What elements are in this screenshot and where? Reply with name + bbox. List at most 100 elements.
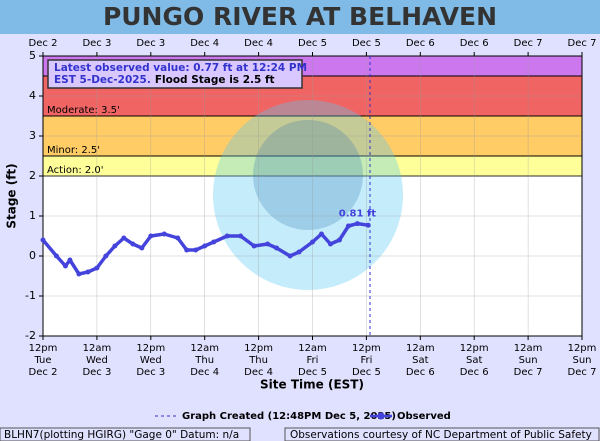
data-point	[67, 257, 73, 263]
y-tick-label: 4	[29, 89, 36, 102]
data-point	[62, 263, 68, 269]
data-point	[224, 233, 230, 239]
data-point	[112, 243, 118, 249]
data-point	[296, 249, 302, 255]
data-point	[121, 235, 127, 241]
x-tick-label: Tue	[33, 355, 51, 366]
data-point	[161, 231, 167, 237]
x-tick-label: Thu	[248, 355, 268, 366]
y-axis-label: Stage (ft)	[5, 163, 19, 228]
x2-tick-label: Dec 5	[298, 38, 327, 49]
x-tick-label: 12am	[298, 343, 327, 354]
data-point	[130, 241, 136, 247]
x-tick-label: Fri	[307, 355, 319, 366]
footer-left: BLHN7(plotting HGIRG) "Gage 0" Datum: n/…	[4, 429, 239, 441]
x2-tick-label: Dec 2	[29, 38, 58, 49]
x2-tick-label: Dec 6	[406, 38, 435, 49]
y-tick-label: 3	[29, 129, 36, 142]
y-tick-label: 5	[29, 49, 36, 62]
x2-tick-label: Dec 4	[244, 38, 273, 49]
x-tick-label: Wed	[140, 355, 162, 366]
data-point	[53, 253, 59, 259]
x-tick-label: 12am	[406, 343, 435, 354]
x2-tick-label: Dec 3	[82, 38, 111, 49]
data-point	[354, 221, 360, 227]
data-point	[202, 243, 208, 249]
x-tick-label: Sun	[572, 355, 591, 366]
x-tick-label: Sat	[466, 355, 482, 366]
data-point	[238, 233, 244, 239]
data-point	[175, 235, 181, 241]
x-tick-label: 12pm	[244, 343, 273, 354]
data-point	[365, 222, 371, 228]
x-tick-label: Dec 5	[352, 367, 381, 378]
x2-tick-label: Dec 4	[190, 38, 219, 49]
x-tick-label: Dec 2	[29, 367, 58, 378]
x-tick-label: Fri	[360, 355, 372, 366]
x2-tick-label: Dec 7	[514, 38, 543, 49]
peak-label: 0.81 ft	[339, 209, 377, 220]
y-tick-label: -1	[25, 289, 36, 302]
note-part: Flood Stage is 2.5 ft	[155, 74, 275, 86]
data-point	[184, 247, 190, 253]
x-tick-label: Dec 6	[406, 367, 435, 378]
y-tick-label: 1	[29, 209, 36, 222]
x-tick-label: Dec 4	[244, 367, 273, 378]
data-point	[148, 233, 154, 239]
legend-label: Observed	[397, 411, 451, 422]
data-point	[274, 245, 280, 251]
x-tick-label: Dec 3	[82, 367, 111, 378]
x-axis-label: Site Time (EST)	[260, 378, 364, 392]
title-banner	[0, 0, 600, 34]
x-tick-label: Dec 7	[514, 367, 543, 378]
data-point	[327, 241, 333, 247]
data-point	[94, 265, 100, 271]
x-tick-label: Wed	[86, 355, 108, 366]
data-point	[40, 237, 46, 243]
data-point	[318, 231, 324, 237]
y-tick-label: -2	[25, 329, 36, 342]
footer-box	[284, 427, 600, 441]
footer-right: Observations courtesy of NC Department o…	[290, 429, 592, 441]
data-point	[310, 239, 315, 245]
x-tick-label: Thu	[194, 355, 214, 366]
x2-tick-label: Dec 6	[460, 38, 489, 49]
x-tick-label: Dec 3	[136, 367, 165, 378]
note-line: Latest observed value: 0.77 ft at 12:24 …	[54, 62, 307, 74]
note-box	[47, 59, 303, 89]
flood-label: Moderate: 3.5'	[47, 105, 120, 116]
x-tick-label: 12pm	[136, 343, 165, 354]
note-line: EST 5-Dec-2025. Flood Stage is 2.5 ft	[54, 74, 275, 86]
data-point	[139, 245, 145, 251]
data-point	[85, 269, 91, 275]
x-tick-label: 12am	[514, 343, 543, 354]
x-tick-label: Dec 5	[298, 367, 327, 378]
data-point	[103, 253, 109, 259]
data-point	[287, 253, 293, 259]
plot-frame	[42, 55, 583, 337]
data-point	[76, 271, 82, 277]
y-tick-label: 0	[29, 249, 36, 262]
legend-swatch-dot	[377, 412, 385, 420]
legend-created: Graph Created (12:48PM Dec 5, 2025)	[182, 411, 396, 422]
x-tick-label: Dec 6	[460, 367, 489, 378]
x2-tick-label: Dec 7	[568, 38, 597, 49]
x-tick-label: Dec 7	[568, 367, 597, 378]
x-tick-label: Sun	[519, 355, 538, 366]
data-point	[345, 223, 351, 229]
data-point	[265, 241, 271, 247]
x-tick-label: Sat	[412, 355, 428, 366]
data-point	[251, 243, 257, 249]
watermark	[253, 120, 363, 230]
x2-tick-label: Dec 3	[136, 38, 165, 49]
flood-label: Minor: 2.5'	[47, 145, 100, 156]
note-part: EST 5-Dec-2025.	[54, 74, 151, 86]
data-point	[193, 247, 199, 253]
x-tick-label: 12pm	[29, 343, 58, 354]
x-tick-label: 12pm	[352, 343, 381, 354]
x2-tick-label: Dec 5	[352, 38, 381, 49]
footer-box	[0, 427, 251, 441]
data-point	[336, 237, 342, 243]
watermark	[213, 100, 403, 290]
